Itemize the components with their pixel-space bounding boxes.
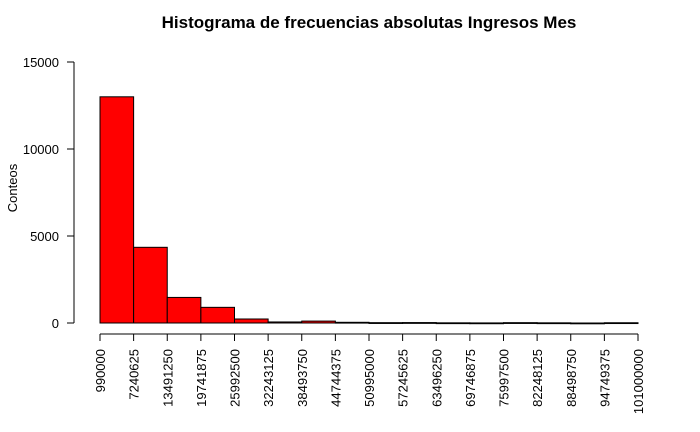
bars-group xyxy=(99,96,639,325)
x-tick-label: 94749375 xyxy=(597,349,612,407)
y-tick-label: 5000 xyxy=(30,229,59,244)
x-tick-label: 101000000 xyxy=(631,349,646,414)
histogram-bar xyxy=(435,322,471,325)
x-tick-label: 13491250 xyxy=(160,349,175,407)
x-tick-label: 69746875 xyxy=(463,349,478,407)
x-tick-label: 44744375 xyxy=(328,349,343,407)
histogram-bar xyxy=(402,322,437,324)
histogram-bar xyxy=(301,320,336,324)
x-tick-label: 82248125 xyxy=(530,349,545,407)
histogram-bar xyxy=(503,322,538,324)
histogram-bar xyxy=(99,96,135,324)
histogram-bar xyxy=(368,322,404,324)
x-tick-label: 88498750 xyxy=(564,349,579,407)
x-tick-label: 75997500 xyxy=(497,349,512,407)
histogram-bar xyxy=(603,322,639,325)
x-tick-label: 7240625 xyxy=(127,349,142,400)
x-tick-label: 50995000 xyxy=(362,349,377,407)
histogram-bar xyxy=(570,322,605,325)
y-tick-label: 0 xyxy=(52,316,59,331)
histogram-bar xyxy=(267,321,303,324)
x-tick-label: 63496250 xyxy=(429,349,444,407)
x-tick-label: 57245625 xyxy=(396,349,411,407)
y-tick-label: 15000 xyxy=(23,55,59,70)
y-tick-label: 10000 xyxy=(23,142,59,157)
histogram-bar xyxy=(469,322,504,325)
histogram-bar xyxy=(334,321,370,324)
x-tick-label: 32243125 xyxy=(261,349,276,407)
histogram-bar xyxy=(133,246,168,324)
x-tick-label: 25992500 xyxy=(228,349,243,407)
x-tick-label: 38493750 xyxy=(295,349,310,407)
histogram-bar xyxy=(166,296,202,324)
x-tick-label: 990000 xyxy=(93,349,108,392)
x-axis: 990000 7240625 13491250 19741875 25992500 322… xyxy=(93,333,646,414)
y-axis-label: Conteos xyxy=(5,163,20,212)
histogram-bar xyxy=(200,306,235,324)
histogram-bar xyxy=(536,322,572,325)
chart-title: Histograma de frecuencias absolutas Ingr… xyxy=(162,13,577,32)
y-axis: 0 5000 10000 15000 xyxy=(23,55,75,331)
histogram-bar xyxy=(234,318,269,324)
x-tick-label: 19741875 xyxy=(194,349,209,407)
